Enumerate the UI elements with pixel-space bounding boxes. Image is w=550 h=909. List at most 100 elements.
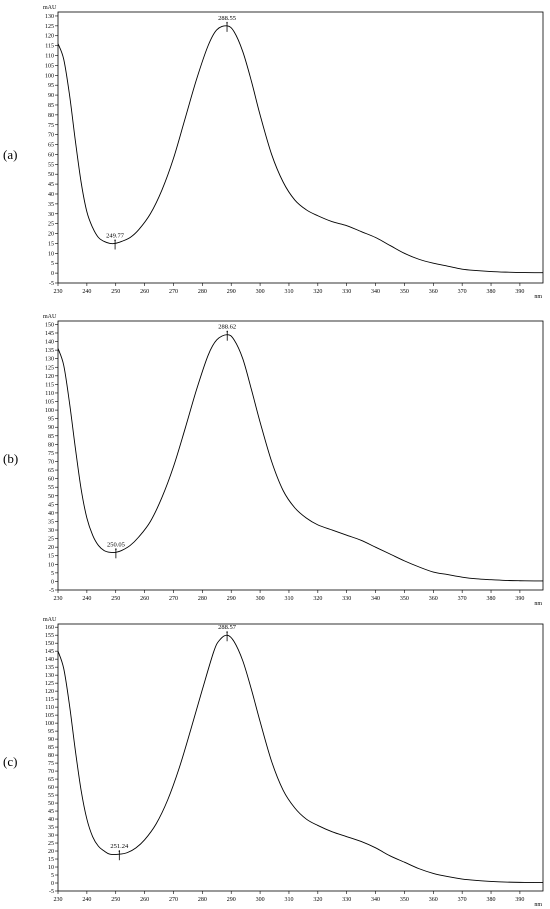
x-axis-label: nm — [534, 902, 542, 908]
y-axis-label: mAU — [43, 5, 57, 11]
x-tick-label: 270 — [169, 897, 178, 903]
y-tick-label: 85 — [48, 745, 54, 751]
x-tick-label: 340 — [371, 897, 380, 903]
peak-label: 249.77 — [106, 232, 125, 239]
x-tick-label: 270 — [169, 289, 178, 295]
y-tick-label: 45 — [48, 182, 54, 188]
y-axis-label: mAU — [43, 314, 57, 320]
x-tick-label: 350 — [400, 897, 409, 903]
peak-dot — [114, 239, 116, 242]
x-tick-label: 280 — [198, 596, 207, 602]
y-tick-label: 140 — [45, 657, 54, 663]
x-tick-label: 260 — [140, 289, 149, 295]
y-tick-label: 120 — [45, 689, 54, 695]
x-tick-label: 330 — [342, 596, 351, 602]
y-tick-label: 95 — [48, 417, 54, 423]
spectrum-line — [57, 25, 544, 274]
y-tick-label: 10 — [48, 251, 54, 257]
y-tick-label: 145 — [45, 331, 54, 337]
y-tick-label: 95 — [48, 729, 54, 735]
y-tick-label: 75 — [48, 451, 54, 457]
y-tick-label: 65 — [48, 143, 54, 149]
x-tick-label: 260 — [140, 897, 149, 903]
y-tick-label: 80 — [48, 113, 54, 119]
y-tick-label: 65 — [48, 468, 54, 474]
spectrum-line — [57, 334, 544, 582]
peak-label: 288.57 — [218, 624, 237, 631]
x-tick-label: 290 — [227, 897, 236, 903]
y-tick-label: 140 — [45, 340, 54, 346]
x-tick-label: 360 — [429, 897, 438, 903]
x-tick-label: 240 — [82, 596, 91, 602]
y-tick-label: 50 — [48, 801, 54, 807]
y-tick-label: 40 — [48, 192, 54, 198]
y-tick-label: 25 — [48, 841, 54, 847]
y-tick-label: 25 — [48, 537, 54, 543]
x-tick-label: 330 — [342, 897, 351, 903]
peak-label: 288.55 — [218, 15, 236, 22]
y-tick-label: 75 — [48, 761, 54, 767]
y-tick-label: 0 — [51, 579, 54, 585]
spectrum-chart-b: -5 0 5 10 15 20 25 30 35 40 45 50 55 60 65 70 75 80 85 90 95… — [43, 314, 544, 607]
y-tick-label: 60 — [48, 477, 54, 483]
peak-dot — [226, 22, 228, 24]
y-tick-label: 105 — [45, 713, 54, 719]
y-tick-label: 80 — [48, 753, 54, 759]
x-tick-label: 390 — [515, 289, 524, 295]
panel-label-a: (a) — [3, 147, 18, 162]
y-tick-label: 30 — [48, 212, 54, 218]
plot-frame — [57, 623, 544, 892]
y-tick-label: 15 — [48, 241, 54, 247]
y-tick-label: 50 — [48, 494, 54, 500]
x-tick-label: 370 — [458, 596, 467, 602]
panel-label-c: (c) — [3, 754, 18, 769]
y-tick-label: 45 — [48, 809, 54, 815]
peak-dot — [115, 548, 117, 551]
y-tick-label: 55 — [48, 793, 54, 799]
x-tick-label: 380 — [487, 897, 496, 903]
y-tick-label: 30 — [48, 528, 54, 534]
y-tick-label: 70 — [48, 133, 54, 139]
y-tick-label: 110 — [45, 391, 54, 397]
y-tick-label: 130 — [45, 357, 54, 363]
y-tick-label: 105 — [45, 400, 54, 406]
y-tick-label: 35 — [48, 825, 54, 831]
y-tick-label: 145 — [45, 649, 54, 655]
x-tick-label: 290 — [227, 289, 236, 295]
y-tick-label: 160 — [45, 625, 54, 631]
y-tick-label: 5 — [51, 571, 54, 577]
x-tick-label: 390 — [515, 596, 524, 602]
x-tick-label: 310 — [284, 596, 293, 602]
y-tick-label: 120 — [45, 34, 54, 40]
x-tick-label: 240 — [82, 289, 91, 295]
y-tick-label: 155 — [45, 633, 54, 639]
y-tick-label: 40 — [48, 511, 54, 517]
y-tick-label: 125 — [45, 681, 54, 687]
y-tick-label: 20 — [48, 232, 54, 238]
x-tick-label: 310 — [284, 897, 293, 903]
x-tick-label: 230 — [54, 596, 63, 602]
x-tick-label: 320 — [313, 596, 322, 602]
x-tick-label: 360 — [429, 596, 438, 602]
plot-frame — [57, 11, 544, 284]
x-tick-label: 230 — [54, 897, 63, 903]
peak-label: 250.05 — [107, 541, 125, 548]
y-tick-label: 80 — [48, 442, 54, 448]
y-tick-label: 75 — [48, 123, 54, 129]
x-tick-label: 350 — [400, 596, 409, 602]
x-tick-label: 320 — [313, 289, 322, 295]
x-tick-label: 360 — [429, 289, 438, 295]
y-tick-label: 115 — [45, 697, 54, 703]
y-tick-label: 10 — [48, 562, 54, 568]
x-tick-label: 380 — [487, 289, 496, 295]
y-tick-label: 110 — [45, 705, 54, 711]
y-tick-label: 5 — [51, 261, 54, 267]
y-tick-label: 105 — [45, 63, 54, 69]
y-tick-label: 30 — [48, 833, 54, 839]
y-tick-label: 0 — [51, 881, 54, 887]
y-tick-label: 5 — [51, 873, 54, 879]
x-tick-label: 250 — [111, 289, 120, 295]
y-tick-label: 85 — [48, 434, 54, 440]
y-tick-label: 120 — [45, 374, 54, 380]
x-tick-label: 330 — [342, 289, 351, 295]
